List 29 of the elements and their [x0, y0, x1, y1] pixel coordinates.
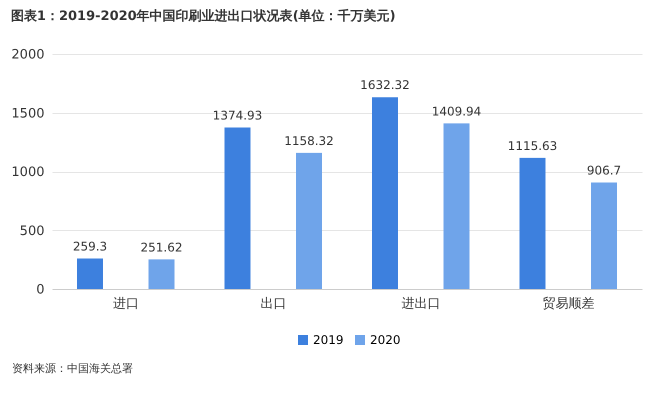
- legend-label: 2020: [370, 333, 401, 347]
- bar: [224, 127, 250, 289]
- bar: [444, 123, 470, 289]
- data-label: 1115.63: [508, 138, 558, 153]
- chart-title: 图表1：2019-2020年中国印刷业进出口状况表(单位：千万美元): [10, 8, 396, 24]
- data-label: 259.3: [72, 240, 108, 254]
- data-label: 1374.93: [212, 108, 262, 122]
- data-label: 251.62: [140, 240, 183, 254]
- data-label: 1409.94: [432, 104, 482, 118]
- bar: [591, 182, 618, 289]
- data-label: 1632.32: [360, 78, 410, 92]
- bar: [76, 258, 103, 289]
- y-tick-label: 500: [20, 224, 44, 239]
- x-tick-label: 出口: [260, 296, 286, 312]
- x-tick-label: 贸易顺差: [542, 296, 594, 312]
- bar: [519, 158, 546, 289]
- y-tick-label: 2000: [11, 48, 44, 62]
- bar: [372, 97, 398, 289]
- data-label: 1158.32: [284, 134, 334, 148]
- legend-label: 2019: [313, 333, 344, 347]
- x-tick-label: 进口: [112, 296, 139, 312]
- bar: [148, 259, 175, 289]
- bar: [296, 152, 322, 289]
- y-tick-label: 1500: [11, 106, 44, 122]
- y-tick-label: 0: [36, 282, 44, 298]
- y-tick-label: 1000: [11, 165, 44, 180]
- x-tick-label: 进出口: [401, 296, 440, 312]
- data-label: 906.7: [586, 163, 622, 178]
- text: 资料来源：中国海关总署: [12, 362, 133, 375]
